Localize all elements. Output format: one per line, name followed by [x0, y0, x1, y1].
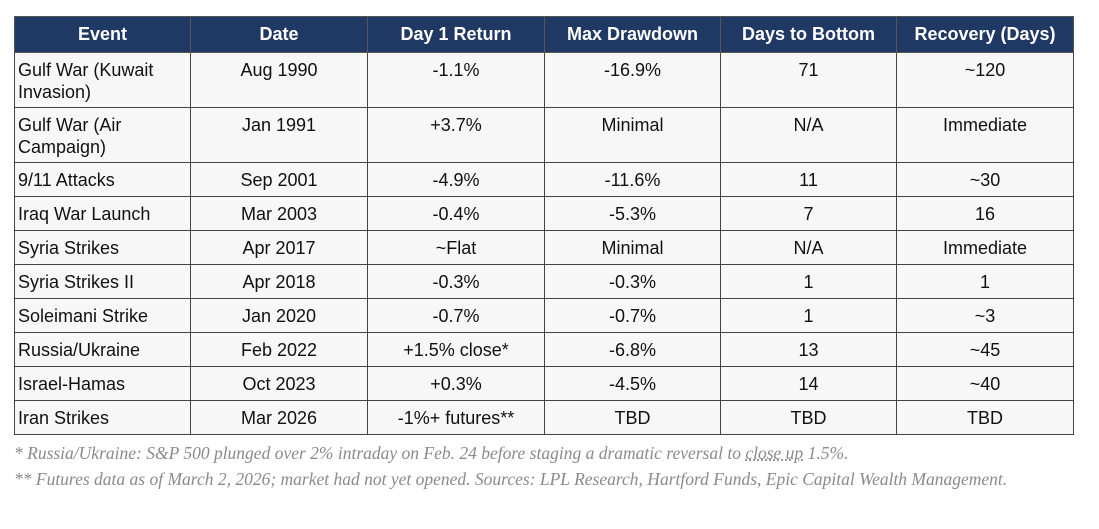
table-cell: Apr 2017: [190, 230, 368, 265]
table-cell: -0.4%: [367, 196, 545, 231]
table-row: Gulf War (Air Campaign) Jan 1991 +3.7% Mini…: [14, 107, 1074, 163]
table-cell: Gulf War (Air Campaign): [14, 107, 191, 163]
header-cell: Day 1 Return: [367, 16, 545, 53]
table-cell: -0.7%: [367, 298, 545, 333]
table-row: Iran Strikes Mar 2026 -1%+ futures** TBD TBD…: [14, 400, 1074, 435]
header-cell: Recovery (Days): [896, 16, 1074, 53]
table-cell: Iran Strikes: [14, 400, 191, 435]
table-row: Gulf War (Kuwait Invasion) Aug 1990 -1.1% -…: [14, 52, 1074, 108]
table-row: Israel-Hamas Oct 2023 +0.3% -4.5% 14 ~40: [14, 366, 1074, 401]
footnote-text: * Russia/Ukraine: S&P 500 plunged over 2…: [14, 443, 746, 463]
table-cell: Jan 2020: [190, 298, 368, 333]
table-cell: Jan 1991: [190, 107, 368, 163]
table-cell: Aug 1990: [190, 52, 368, 108]
table-cell: 13: [720, 332, 897, 367]
table-cell: 11: [720, 162, 897, 197]
footnote: * Russia/Ukraine: S&P 500 plunged over 2…: [14, 440, 1074, 466]
header-cell: Days to Bottom: [720, 16, 897, 53]
table-cell: Russia/Ukraine: [14, 332, 191, 367]
table-cell: Feb 2022: [190, 332, 368, 367]
table-cell: 1: [896, 264, 1074, 299]
table-cell: -0.3%: [367, 264, 545, 299]
header-cell: Date: [190, 16, 368, 53]
table-cell: 9/11 Attacks: [14, 162, 191, 197]
footnote-text: close up: [745, 443, 804, 463]
table-row: Iraq War Launch Mar 2003 -0.4% -5.3% 7 16: [14, 196, 1074, 231]
footnote-text: ** Futures data as of March 2, 2026; mar…: [14, 469, 1008, 489]
table-cell: 16: [896, 196, 1074, 231]
table-cell: TBD: [720, 400, 897, 435]
table-cell: -16.9%: [544, 52, 721, 108]
table-cell: Apr 2018: [190, 264, 368, 299]
table-cell: 71: [720, 52, 897, 108]
table-cell: Sep 2001: [190, 162, 368, 197]
table-row: Soleimani Strike Jan 2020 -0.7% -0.7% 1 ~3: [14, 298, 1074, 333]
table-cell: -1%+ futures**: [367, 400, 545, 435]
table-cell: N/A: [720, 230, 897, 265]
table-cell: -6.8%: [544, 332, 721, 367]
data-table: Event Date Day 1 Return Max Drawdown Days to…: [14, 16, 1074, 435]
table-cell: Immediate: [896, 230, 1074, 265]
table-cell: ~45: [896, 332, 1074, 367]
table-cell: TBD: [544, 400, 721, 435]
table-cell: 7: [720, 196, 897, 231]
table-cell: Mar 2003: [190, 196, 368, 231]
table-cell: 1: [720, 264, 897, 299]
footnotes: * Russia/Ukraine: S&P 500 plunged over 2…: [14, 440, 1074, 492]
table-cell: ~120: [896, 52, 1074, 108]
table-cell: 1: [720, 298, 897, 333]
table-row: Russia/Ukraine Feb 2022 +1.5% close* -6.8% 1…: [14, 332, 1074, 367]
table-cell: -5.3%: [544, 196, 721, 231]
table-row: 9/11 Attacks Sep 2001 -4.9% -11.6% 11 ~30: [14, 162, 1074, 197]
table-cell: Mar 2026: [190, 400, 368, 435]
table-cell: TBD: [896, 400, 1074, 435]
table-cell: ~Flat: [367, 230, 545, 265]
header-row: Event Date Day 1 Return Max Drawdown Days to…: [14, 16, 1074, 53]
header-cell: Max Drawdown: [544, 16, 721, 53]
footnote-text: 1.5%.: [803, 443, 849, 463]
table-cell: 14: [720, 366, 897, 401]
table-cell: -0.3%: [544, 264, 721, 299]
table-row: Syria Strikes Apr 2017 ~Flat Minimal N/A Imme…: [14, 230, 1074, 265]
table-cell: ~30: [896, 162, 1074, 197]
table-cell: +0.3%: [367, 366, 545, 401]
table-cell: Iraq War Launch: [14, 196, 191, 231]
table-cell: Oct 2023: [190, 366, 368, 401]
table-cell: N/A: [720, 107, 897, 163]
table-cell: Gulf War (Kuwait Invasion): [14, 52, 191, 108]
table-cell: -1.1%: [367, 52, 545, 108]
header-cell: Event: [14, 16, 191, 53]
table-cell: Syria Strikes II: [14, 264, 191, 299]
table-cell: Syria Strikes: [14, 230, 191, 265]
table-cell: -0.7%: [544, 298, 721, 333]
table-row: Syria Strikes II Apr 2018 -0.3% -0.3% 1 1: [14, 264, 1074, 299]
table-cell: Soleimani Strike: [14, 298, 191, 333]
table-cell: Immediate: [896, 107, 1074, 163]
table-cell: ~3: [896, 298, 1074, 333]
table-cell: ~40: [896, 366, 1074, 401]
table-cell: -11.6%: [544, 162, 721, 197]
table-cell: +3.7%: [367, 107, 545, 163]
table-cell: Minimal: [544, 230, 721, 265]
table-cell: Israel-Hamas: [14, 366, 191, 401]
table-cell: Minimal: [544, 107, 721, 163]
table-cell: -4.9%: [367, 162, 545, 197]
footnote: ** Futures data as of March 2, 2026; mar…: [14, 466, 1074, 492]
table-cell: -4.5%: [544, 366, 721, 401]
table-body: Gulf War (Kuwait Invasion) Aug 1990 -1.1% -…: [14, 52, 1074, 435]
table-cell: +1.5% close*: [367, 332, 545, 367]
